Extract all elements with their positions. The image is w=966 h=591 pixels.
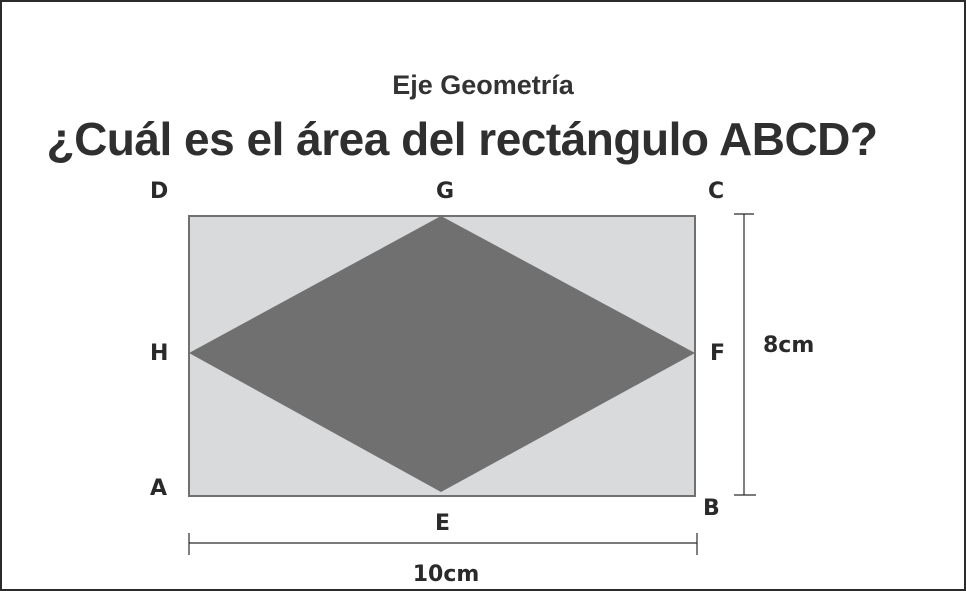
point-label-f: F xyxy=(710,341,725,366)
question-title: ¿Cuál es el área del rectángulo ABCD? xyxy=(46,113,878,165)
point-label-e: E xyxy=(435,511,450,536)
subject-heading: Eje Geometría xyxy=(392,70,574,100)
point-label-a: A xyxy=(150,476,167,501)
rhombus-efgh xyxy=(189,216,695,492)
width-dimension xyxy=(188,533,698,555)
point-label-c: C xyxy=(708,179,724,204)
point-label-b: B xyxy=(703,496,720,521)
height-label: 8cm xyxy=(763,333,814,358)
point-label-h: H xyxy=(150,341,168,366)
point-label-g: G xyxy=(436,179,454,204)
width-label: 10cm xyxy=(413,562,480,587)
point-label-d: D xyxy=(150,179,168,204)
height-dimension xyxy=(734,213,756,496)
